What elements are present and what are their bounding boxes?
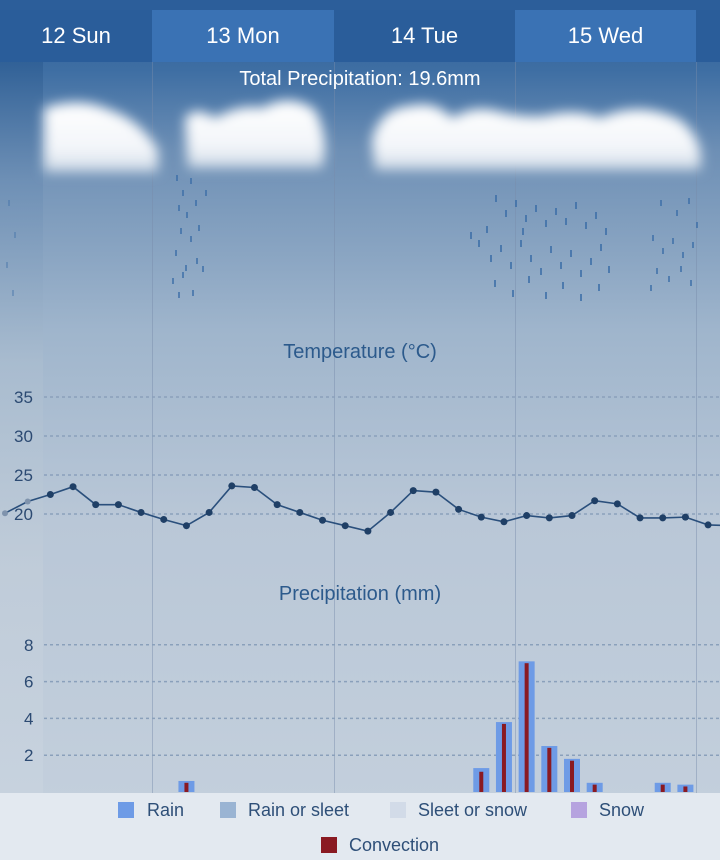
temperature-title: Temperature (°C) bbox=[283, 341, 437, 363]
temperature-point bbox=[704, 521, 712, 529]
temperature-point bbox=[545, 514, 553, 522]
cloud-shape bbox=[372, 104, 701, 170]
precip-tick-label: 2 bbox=[24, 746, 33, 765]
day-tabs: 12 Sun 13 Mon 14 Tue 15 Wed bbox=[0, 10, 720, 62]
temperature-point bbox=[500, 518, 508, 526]
temperature-point bbox=[319, 516, 327, 524]
convection-bar bbox=[660, 784, 665, 792]
temperature-point bbox=[523, 512, 531, 520]
raindrops bbox=[172, 175, 207, 298]
temperature-point bbox=[182, 522, 190, 530]
rain-or-sleet-swatch bbox=[220, 802, 236, 818]
temperature-point bbox=[2, 510, 8, 517]
temperature-point bbox=[92, 501, 100, 509]
raindrops bbox=[470, 195, 610, 301]
total-precipitation: Total Precipitation: 19.6mm bbox=[239, 68, 481, 90]
temp-tick-label: 30 bbox=[14, 427, 33, 446]
temperature-point bbox=[568, 512, 576, 520]
convection-bar bbox=[479, 771, 484, 792]
temperature-point bbox=[591, 497, 599, 505]
temperature-point bbox=[273, 501, 281, 509]
tab-sun[interactable]: 12 Sun bbox=[0, 10, 152, 62]
raindrops bbox=[6, 200, 16, 296]
convection-bar bbox=[570, 760, 574, 792]
temperature-point bbox=[387, 508, 395, 516]
temperature-point bbox=[659, 514, 667, 522]
legend-sleet-or-snow: Sleet or snow bbox=[418, 800, 528, 820]
legend-convection: Convection bbox=[349, 835, 440, 855]
temperature-point bbox=[228, 482, 236, 490]
convection-swatch bbox=[321, 837, 337, 853]
tab-tue[interactable]: 14 Tue bbox=[334, 10, 515, 62]
temperature-point bbox=[205, 508, 213, 516]
tab-next-partial[interactable] bbox=[696, 10, 720, 62]
temperature-point bbox=[409, 487, 417, 495]
day-divider bbox=[152, 62, 153, 793]
precipitation-title: Precipitation (mm) bbox=[278, 583, 442, 605]
temperature-point bbox=[69, 483, 77, 491]
convection-bar bbox=[683, 786, 688, 792]
convection-bar bbox=[592, 784, 597, 792]
sleet-or-snow-swatch bbox=[390, 802, 406, 818]
temperature-point bbox=[636, 514, 644, 522]
temperature-point bbox=[613, 500, 621, 508]
legend-rain-or-sleet: Rain or sleet bbox=[248, 800, 350, 820]
convection-bar bbox=[547, 747, 552, 792]
temperature-line bbox=[4, 485, 720, 533]
temp-tick-label: 20 bbox=[14, 505, 33, 524]
day-divider bbox=[334, 62, 335, 793]
day-divider bbox=[696, 62, 697, 793]
convection-bar bbox=[501, 723, 506, 792]
legend: Rain Rain or sleet Sleet or snow Snow Co… bbox=[0, 793, 720, 860]
precip-tick-label: 4 bbox=[24, 709, 33, 728]
rain-swatch bbox=[118, 802, 134, 818]
cloud-shape bbox=[185, 100, 325, 168]
temperature-point bbox=[160, 515, 168, 523]
precip-tick-label: 6 bbox=[24, 673, 33, 692]
temperature-point bbox=[432, 488, 440, 496]
tab-wed[interactable]: 15 Wed bbox=[515, 10, 696, 62]
day-divider bbox=[515, 62, 516, 793]
temperature-point bbox=[24, 498, 31, 505]
convection-bar bbox=[184, 782, 189, 792]
precip-tick-label: 8 bbox=[24, 636, 33, 655]
temperature-point bbox=[341, 522, 349, 530]
legend-rain: Rain bbox=[147, 800, 185, 820]
legend-snow: Snow bbox=[599, 800, 645, 820]
forecast-charts: 35 30 25 20 8 6 4 2 bbox=[2, 388, 720, 792]
raindrops bbox=[650, 198, 698, 291]
temp-tick-label: 35 bbox=[14, 388, 33, 407]
temperature-point bbox=[364, 527, 372, 535]
previous-day-band bbox=[0, 62, 43, 797]
temperature-point bbox=[296, 508, 304, 516]
temperature-point bbox=[137, 508, 145, 516]
temperature-point bbox=[46, 491, 54, 498]
temperature-point bbox=[477, 513, 485, 521]
snow-swatch bbox=[571, 802, 587, 818]
temperature-point bbox=[114, 501, 122, 509]
cloud-shape bbox=[44, 102, 158, 172]
temp-tick-label: 25 bbox=[14, 466, 33, 485]
temperature-point bbox=[681, 513, 689, 521]
temperature-point bbox=[250, 483, 258, 491]
convection-bar bbox=[524, 663, 529, 792]
cloud-rain-visual bbox=[6, 100, 701, 301]
temperature-point bbox=[455, 505, 463, 513]
top-strip bbox=[0, 0, 720, 10]
tab-mon[interactable]: 13 Mon bbox=[152, 10, 334, 62]
